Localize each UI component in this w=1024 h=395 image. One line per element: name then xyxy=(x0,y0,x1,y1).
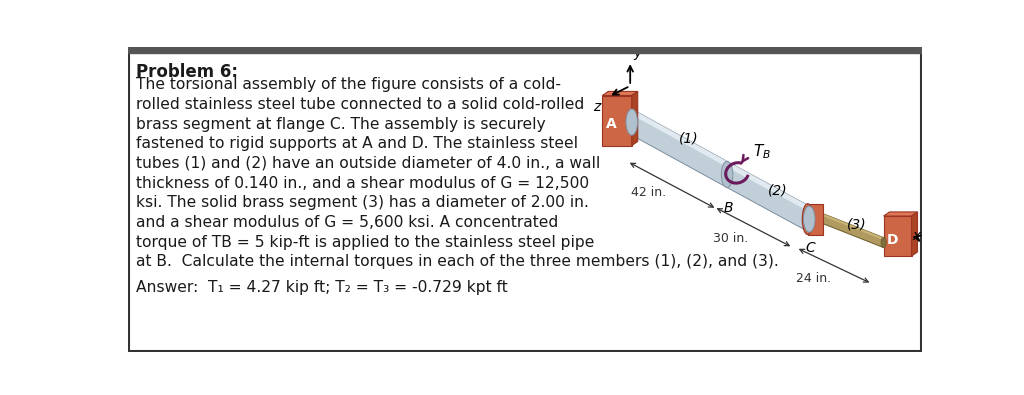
Text: C: C xyxy=(805,241,815,256)
Text: fastened to rigid supports at A and D. The stainless steel: fastened to rigid supports at A and D. T… xyxy=(136,136,578,151)
Bar xyxy=(128,47,922,53)
Polygon shape xyxy=(823,214,884,248)
Ellipse shape xyxy=(804,206,815,232)
Text: $T_B$: $T_B$ xyxy=(753,143,771,162)
Polygon shape xyxy=(632,109,727,167)
Polygon shape xyxy=(884,216,911,256)
Ellipse shape xyxy=(802,204,813,235)
Polygon shape xyxy=(602,96,632,146)
Text: (2): (2) xyxy=(768,184,787,198)
Text: 30 in.: 30 in. xyxy=(714,232,749,245)
Text: z: z xyxy=(594,100,601,114)
Text: tubes (1) and (2) have an outside diameter of 4.0 in., a wall: tubes (1) and (2) have an outside diamet… xyxy=(136,156,600,171)
Text: Answer:  T₁ = 4.27 kip ft; T₂ = T₃ = -0.729 kpt ft: Answer: T₁ = 4.27 kip ft; T₂ = T₃ = -0.7… xyxy=(136,280,508,295)
Polygon shape xyxy=(632,91,638,146)
Polygon shape xyxy=(808,204,823,235)
Text: thickness of 0.140 in., and a shear modulus of G = 12,500: thickness of 0.140 in., and a shear modu… xyxy=(136,176,589,191)
Polygon shape xyxy=(727,182,809,232)
Text: 24 in.: 24 in. xyxy=(796,272,830,285)
Text: (1): (1) xyxy=(679,131,699,145)
Text: rolled stainless steel tube connected to a solid cold-rolled: rolled stainless steel tube connected to… xyxy=(136,97,584,112)
Polygon shape xyxy=(727,162,809,232)
Polygon shape xyxy=(632,109,727,188)
Polygon shape xyxy=(911,212,918,256)
Polygon shape xyxy=(602,91,638,96)
Polygon shape xyxy=(727,162,809,212)
Ellipse shape xyxy=(626,109,638,135)
Ellipse shape xyxy=(881,237,886,248)
Text: y: y xyxy=(633,46,642,60)
Text: ksi. The solid brass segment (3) has a diameter of 2.00 in.: ksi. The solid brass segment (3) has a d… xyxy=(136,195,589,210)
Text: torque of TB = 5 kip-ft is applied to the stainless steel pipe: torque of TB = 5 kip-ft is applied to th… xyxy=(136,235,594,250)
Text: A: A xyxy=(606,117,617,132)
Polygon shape xyxy=(884,212,918,216)
Polygon shape xyxy=(823,221,884,248)
Text: and a shear modulus of G = 5,600 ksi. A concentrated: and a shear modulus of G = 5,600 ksi. A … xyxy=(136,215,558,230)
Text: (3): (3) xyxy=(847,218,866,231)
Text: at B.  Calculate the internal torques in each of the three members (1), (2), and: at B. Calculate the internal torques in … xyxy=(136,254,778,269)
Polygon shape xyxy=(632,130,727,188)
Text: brass segment at flange C. The assembly is securely: brass segment at flange C. The assembly … xyxy=(136,117,546,132)
Ellipse shape xyxy=(721,162,733,188)
Polygon shape xyxy=(823,214,884,240)
Text: The torsional assembly of the figure consists of a cold-: The torsional assembly of the figure con… xyxy=(136,77,561,92)
Text: Problem 6:: Problem 6: xyxy=(136,63,238,81)
Text: B: B xyxy=(724,201,733,215)
Text: x: x xyxy=(912,229,921,243)
Text: D: D xyxy=(887,233,899,247)
Text: 42 in.: 42 in. xyxy=(631,186,667,199)
